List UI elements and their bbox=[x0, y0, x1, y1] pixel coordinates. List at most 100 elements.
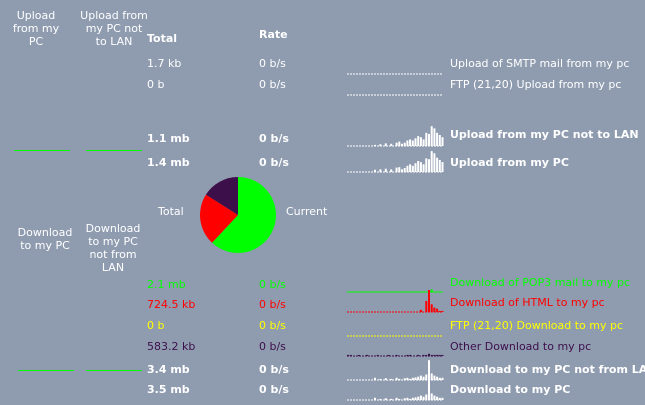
sparkline-bar bbox=[438, 377, 441, 380]
sparkline-bar bbox=[433, 395, 436, 400]
sparkline-bar bbox=[433, 375, 436, 380]
sparkline-bar bbox=[384, 168, 387, 172]
download-row-pop3-label: Download of POP3 mail to my pc bbox=[450, 276, 631, 289]
sparkline-bar bbox=[395, 167, 398, 172]
sparkline-bar bbox=[390, 143, 393, 146]
sparkline-bar bbox=[406, 377, 409, 380]
sparkline-bar bbox=[419, 375, 422, 380]
sparkline-bar bbox=[374, 377, 376, 380]
sparkline-bar bbox=[395, 354, 398, 356]
sparkline-bar bbox=[379, 144, 382, 146]
sparkline-bar bbox=[433, 307, 436, 312]
sparkline-bar bbox=[428, 133, 430, 146]
sparkline-bar bbox=[430, 151, 433, 172]
sparkline-bar bbox=[406, 140, 409, 146]
sparkline-bar bbox=[414, 138, 417, 146]
sparkline-bar bbox=[428, 360, 430, 380]
upload-row-not-lan-total: 1.1 mb bbox=[147, 132, 190, 145]
sparkline-bar bbox=[409, 139, 412, 146]
sparkline-bar bbox=[436, 376, 439, 380]
sparkline-bar bbox=[384, 143, 387, 146]
download-row-ftp-total: 0 b bbox=[147, 319, 165, 332]
header-total: Total bbox=[147, 32, 178, 45]
sparkline-bar bbox=[390, 378, 393, 380]
sparkline-bar bbox=[398, 398, 401, 400]
upload-row-not-lan-rate: 0 b/s bbox=[259, 132, 289, 145]
sparkline-bar bbox=[441, 354, 444, 356]
sparkline-bar bbox=[395, 377, 398, 380]
sparkline-bar bbox=[403, 142, 406, 146]
sparkline-upload-3 bbox=[347, 151, 444, 173]
sparkline-bar bbox=[419, 309, 422, 312]
sparkline-download-1 bbox=[347, 290, 444, 313]
download-row-other-total: 583.2 kb bbox=[147, 340, 196, 353]
sparkline-bar bbox=[406, 397, 409, 400]
upload-row-not-lan-label: Upload from my PC not to LAN bbox=[450, 128, 639, 141]
sparkline-bar bbox=[411, 377, 414, 380]
sparkline-bar bbox=[409, 164, 412, 172]
sparkline-bar bbox=[422, 164, 425, 172]
sparkline-bar bbox=[425, 158, 428, 172]
pie-slice-purple bbox=[205, 177, 238, 215]
sparkline-bar bbox=[419, 137, 422, 146]
sparkline-bar bbox=[379, 378, 382, 380]
sparkline-bar bbox=[406, 165, 409, 172]
sparkline-bar bbox=[436, 157, 439, 172]
download-row-html-rate: 0 b/s bbox=[259, 298, 286, 311]
download-row-my-pc-rate: 0 b/s bbox=[259, 383, 289, 396]
sparkline-download-3 bbox=[347, 353, 444, 357]
sparkline-bar bbox=[428, 290, 430, 312]
sparkline-bar bbox=[425, 394, 428, 400]
sparkline-download-0 bbox=[347, 289, 443, 293]
sparkline-bar bbox=[379, 169, 382, 172]
sparkline-bar bbox=[401, 169, 403, 172]
sparkline-bar bbox=[430, 354, 433, 356]
traffic-pie-chart bbox=[200, 177, 276, 253]
sparkline-bar bbox=[403, 378, 406, 380]
sparkline-bar bbox=[401, 143, 403, 146]
sparkline-upload-2 bbox=[347, 126, 444, 147]
sparkline-bar bbox=[409, 398, 412, 400]
sparkline-bar bbox=[398, 378, 401, 380]
sparkline-bar bbox=[430, 304, 433, 312]
sparkline-bar bbox=[411, 397, 414, 400]
sparkline-bar bbox=[438, 159, 441, 172]
sparkline-bar bbox=[409, 354, 412, 356]
download-row-not-lan-total: 3.4 mb bbox=[147, 363, 190, 376]
sparkline-bar bbox=[384, 378, 387, 380]
download-row-other-rate: 0 b/s bbox=[259, 340, 286, 353]
sparkline-bar bbox=[441, 377, 444, 380]
download-my-pc-meter bbox=[18, 370, 74, 371]
sparkline-bar bbox=[390, 169, 393, 172]
download-row-my-pc-label: Download to my PC bbox=[450, 383, 571, 396]
sparkline-download-4 bbox=[347, 360, 444, 381]
download-row-pop3-total: 2.1 mb bbox=[147, 278, 186, 291]
upload-row-ftp-total: 0 b bbox=[147, 78, 165, 91]
sparkline-bar bbox=[414, 163, 417, 172]
sparkline-bar bbox=[441, 397, 444, 400]
sparkline-bar bbox=[419, 395, 422, 400]
header-download-my-pc: Download to my PC bbox=[17, 226, 73, 252]
sparkline-bar bbox=[395, 142, 398, 146]
sparkline-bar bbox=[436, 132, 439, 146]
sparkline-bar bbox=[411, 140, 414, 146]
sparkline-bar bbox=[409, 378, 412, 380]
upload-row-smtp-rate: 0 b/s bbox=[259, 57, 286, 70]
download-not-lan-meter bbox=[86, 370, 142, 371]
sparkline-bar bbox=[384, 398, 387, 400]
upload-row-ftp-rate: 0 b/s bbox=[259, 78, 286, 91]
pie-label-total: Total bbox=[158, 205, 184, 218]
download-row-not-lan-rate: 0 b/s bbox=[259, 363, 289, 376]
upload-row-ftp-label: FTP (21,20) Upload from my pc bbox=[450, 78, 622, 91]
sparkline-bar bbox=[428, 379, 430, 400]
sparkline-bar bbox=[441, 137, 444, 146]
sparkline-bar bbox=[419, 162, 422, 172]
sparkline-bar bbox=[417, 354, 420, 356]
sparkline-bar bbox=[417, 376, 420, 380]
sparkline-bar bbox=[428, 159, 430, 172]
sparkline-bar bbox=[433, 128, 436, 146]
sparkline-bar bbox=[425, 354, 428, 356]
download-row-my-pc-total: 3.5 mb bbox=[147, 383, 190, 396]
sparkline-bar bbox=[411, 165, 414, 172]
sparkline-bar bbox=[374, 169, 376, 172]
